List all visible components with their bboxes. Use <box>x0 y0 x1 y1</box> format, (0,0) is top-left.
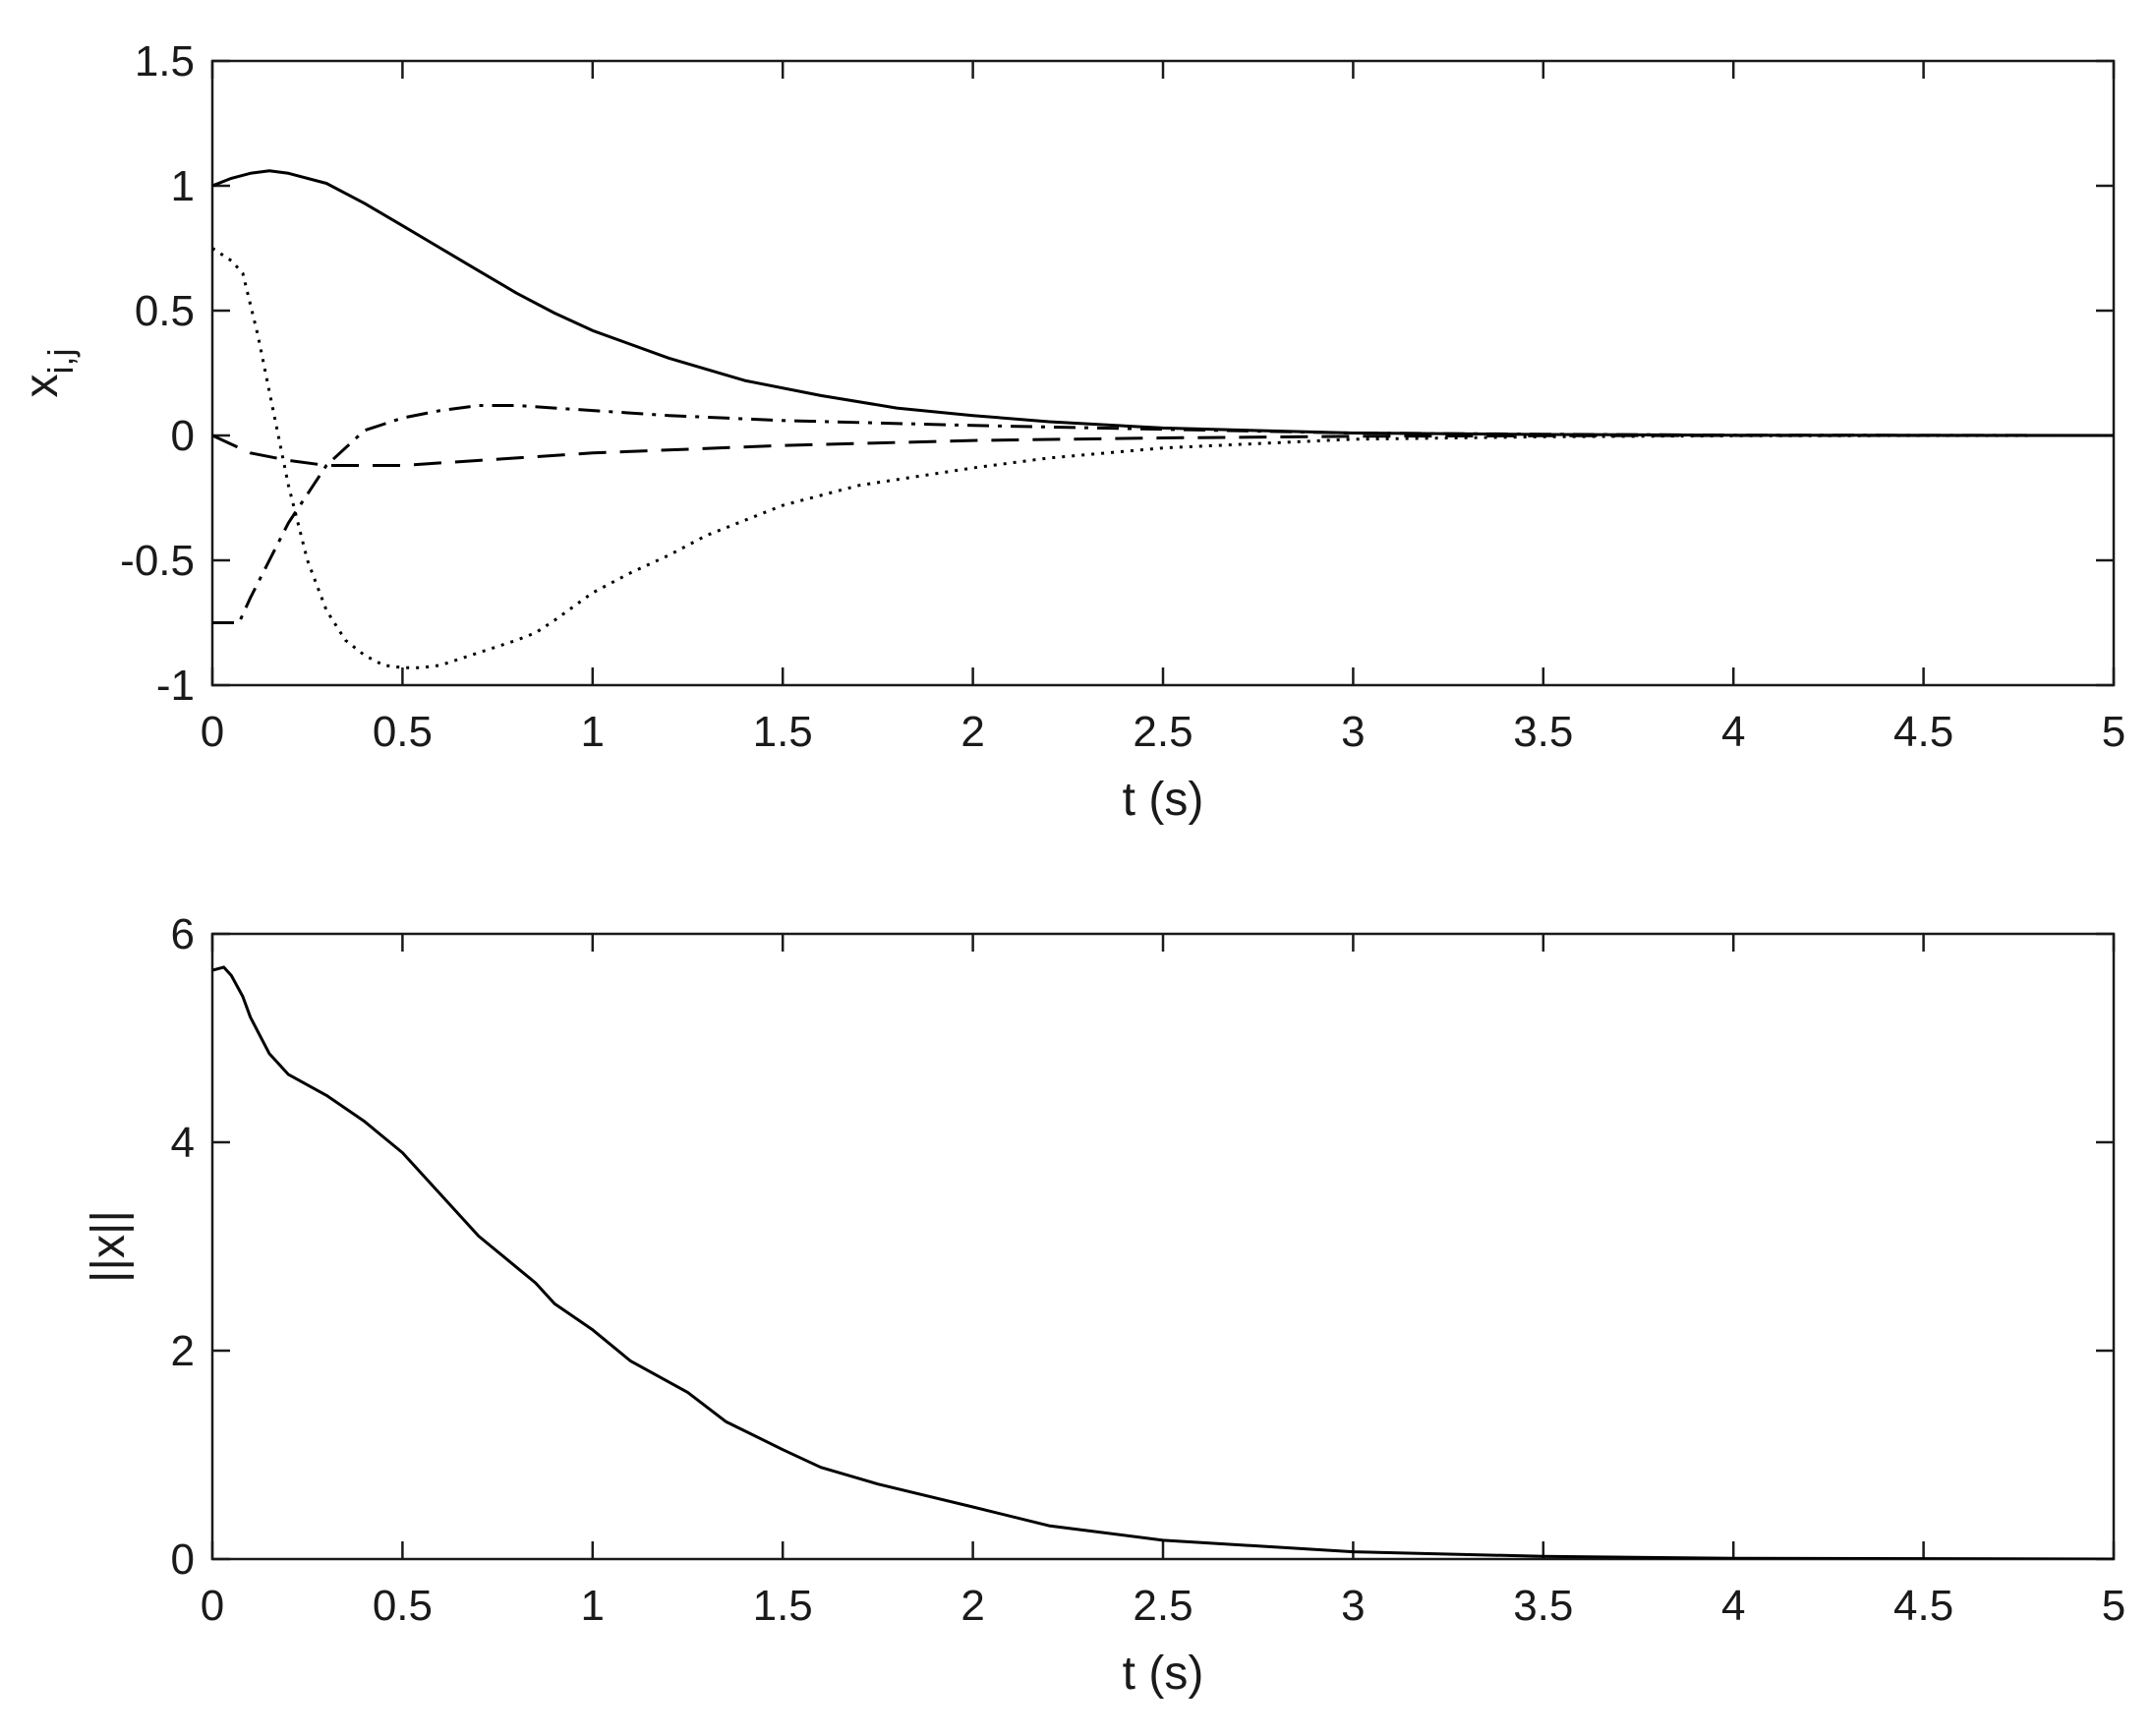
x-tick-label: 1.5 <box>753 1582 813 1630</box>
x-tick-label: 1 <box>581 708 605 756</box>
series-line-solid <box>212 965 2114 1559</box>
x-tick-label: 4.5 <box>1893 708 1953 756</box>
x-tick-label: 0 <box>201 708 224 756</box>
x-tick-label: 0.5 <box>373 1582 433 1630</box>
x-tick-label: 0 <box>201 1582 224 1630</box>
x-axis-label: t (s) <box>1123 774 1204 826</box>
series-line-solid <box>212 169 2114 437</box>
top-plot-panel: 0 0.5 1 1.5 2 2.5 3 3.5 4 4.5 5 -1 -0.5 0 0.5 1 1.5 t (s)… <box>16 37 2125 826</box>
axes-box <box>210 932 2116 1561</box>
axes-box <box>210 59 2116 687</box>
y-axis-label: xi,j <box>16 349 81 398</box>
y-tick-label: -1 <box>156 662 195 710</box>
series-line-dotted <box>212 247 2114 669</box>
y-tick-label: 0 <box>171 412 195 460</box>
x-tick-label: 0.5 <box>373 708 433 756</box>
y-tick-label: 1 <box>171 162 195 210</box>
x-tick-label: 2 <box>960 1582 984 1630</box>
x-tick-label: 3 <box>1341 1582 1365 1630</box>
x-tick-label: 4.5 <box>1893 1582 1953 1630</box>
bottom-plot-panel: 0 0.5 1 1.5 2 2.5 3 3.5 4 4.5 5 0 2 4 6 t (s) ||x|| <box>83 910 2125 1700</box>
x-tick-label: 2 <box>960 708 984 756</box>
y-tick-label: 1.5 <box>135 37 195 86</box>
x-tick-label: 1 <box>581 1582 605 1630</box>
x-tick-label: 2.5 <box>1133 1582 1193 1630</box>
x-axis-label: t (s) <box>1123 1648 1204 1700</box>
x-tick-label: 4 <box>1721 1582 1745 1630</box>
series-line-dashed <box>212 434 2114 467</box>
x-tick-label: 4 <box>1721 708 1745 756</box>
y-tick-label: 4 <box>171 1119 195 1167</box>
y-tick-label: 6 <box>171 910 195 958</box>
y-tick-label: -0.5 <box>120 537 195 585</box>
x-tick-label: 5 <box>2102 1582 2125 1630</box>
y-tick-label: 0 <box>171 1535 195 1584</box>
series-line-dashdot <box>212 404 2114 624</box>
y-tick-label: 0.5 <box>135 287 195 335</box>
y-tick-label: 2 <box>171 1327 195 1375</box>
x-tick-label: 3.5 <box>1513 1582 1573 1630</box>
x-tick-label: 2.5 <box>1133 708 1193 756</box>
x-tick-label: 1.5 <box>753 708 813 756</box>
x-tick-label: 5 <box>2102 708 2125 756</box>
y-axis-label: ||x|| <box>83 1210 135 1283</box>
x-tick-label: 3.5 <box>1513 708 1573 756</box>
x-tick-label: 3 <box>1341 708 1365 756</box>
